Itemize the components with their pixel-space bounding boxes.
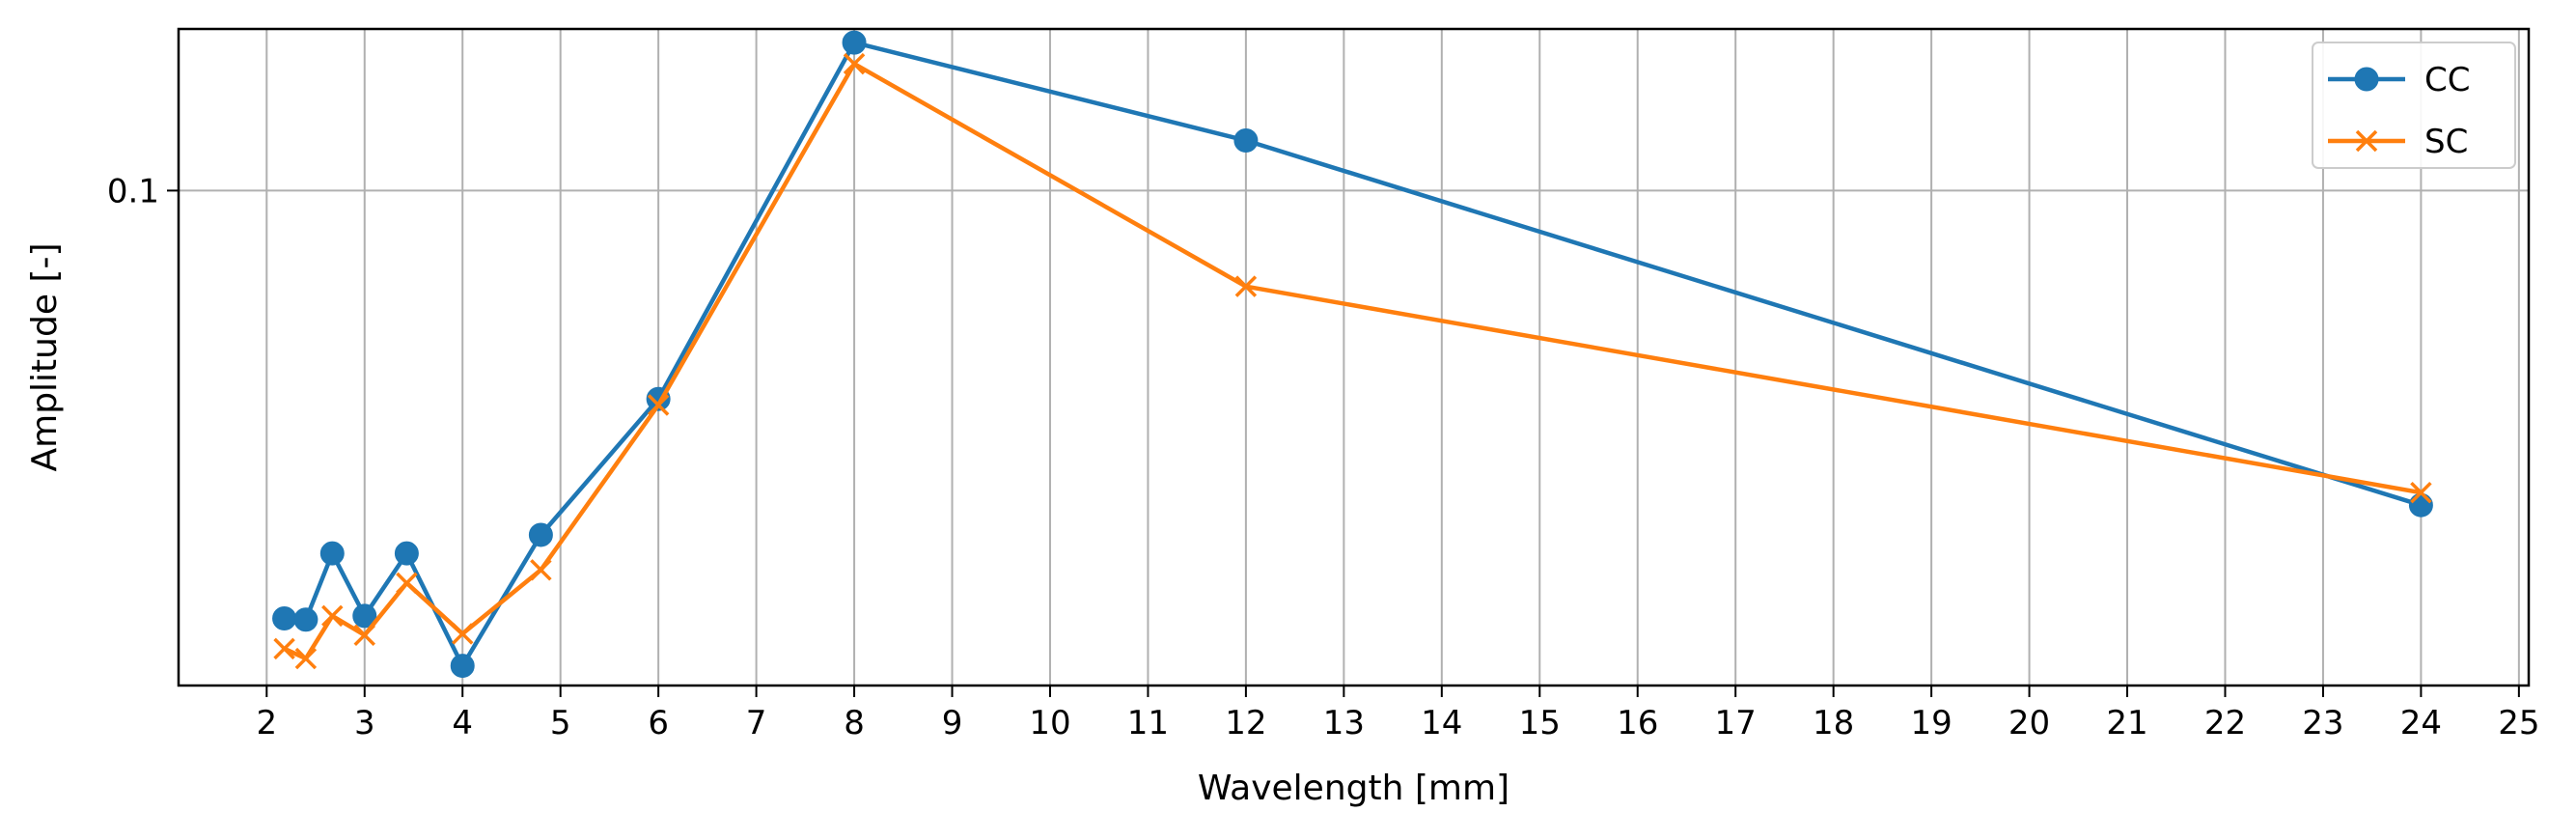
x-tick-label: 13 — [1323, 704, 1365, 742]
x-tick-label: 16 — [1617, 704, 1658, 742]
x-tick-label: 21 — [2106, 704, 2147, 742]
legend-entry-cc: CC — [2328, 61, 2470, 99]
y-tick-label: 0.1 — [107, 172, 159, 210]
data-point-cc — [293, 607, 319, 632]
series-cc — [272, 30, 2433, 679]
x-tick-label: 8 — [844, 704, 865, 742]
legend-label-sc: SC — [2424, 123, 2468, 161]
data-point-cc — [394, 541, 419, 566]
series-line-cc — [284, 40, 2423, 668]
data-point-sc — [294, 647, 318, 670]
x-tick-label: 3 — [354, 704, 375, 742]
x-tick-label: 18 — [1813, 704, 1854, 742]
data-point-sc — [2410, 481, 2432, 504]
x-tick-label: 5 — [550, 704, 571, 742]
x-tick-label: 7 — [746, 704, 767, 742]
x-tick-label: 10 — [1029, 704, 1070, 742]
x-tick-label: 12 — [1225, 704, 1266, 742]
x-tick-label: 25 — [2498, 704, 2539, 742]
legend-marker-sc — [2355, 129, 2378, 153]
x-tick-label: 22 — [2204, 704, 2246, 742]
data-point-sc — [843, 52, 866, 75]
legend-entry-sc: SC — [2328, 123, 2468, 161]
x-tick-label: 19 — [1910, 704, 1952, 742]
data-point-sc — [321, 604, 344, 628]
x-tick-label: 14 — [1421, 704, 1462, 742]
x-tick-label: 11 — [1127, 704, 1169, 742]
data-point-cc — [1233, 128, 1259, 154]
data-point-cc — [319, 541, 345, 566]
series-sc — [273, 52, 2432, 670]
data-point-sc — [451, 623, 474, 645]
x-tick-label: 23 — [2302, 704, 2343, 742]
plot-series — [272, 30, 2433, 679]
legend-marker-cc — [2354, 67, 2379, 92]
data-point-cc — [272, 605, 297, 630]
data-point-sc — [273, 637, 295, 660]
legend-box — [2312, 42, 2516, 169]
data-point-cc — [352, 603, 377, 629]
x-tick-label: 2 — [256, 704, 277, 742]
x-tick-label: 20 — [2008, 704, 2050, 742]
data-point-cc — [450, 654, 475, 679]
x-axis-label: Wavelength [mm] — [1198, 769, 1510, 808]
x-tick-label: 4 — [452, 704, 473, 742]
x-tick-label: 24 — [2400, 704, 2442, 742]
axis-ticks: 2 3 4 5 6 7 8 9 10 11 12 13 14 15 16 17 18 19 20 21 22 23 24 25… — [107, 172, 2540, 742]
data-point-sc — [396, 572, 418, 595]
data-point-cc — [528, 522, 553, 547]
legend-label-cc: CC — [2424, 61, 2470, 99]
series-line-sc — [283, 61, 2422, 661]
grid-lines — [179, 29, 2529, 686]
data-point-cc — [2408, 492, 2433, 518]
data-point-sc — [1234, 275, 1258, 297]
data-point-sc — [353, 624, 376, 647]
data-point-cc — [842, 30, 867, 55]
legend: CC SC — [2312, 42, 2516, 169]
data-point-sc — [530, 559, 552, 581]
plot-frame — [177, 27, 2531, 687]
y-axis-label: Amplitude [-] — [25, 242, 65, 471]
x-tick-label: 17 — [1715, 704, 1757, 742]
x-tick-label: 6 — [648, 704, 669, 742]
x-tick-label: 15 — [1519, 704, 1561, 742]
data-point-sc — [647, 394, 670, 416]
x-tick-label: 9 — [942, 704, 963, 742]
